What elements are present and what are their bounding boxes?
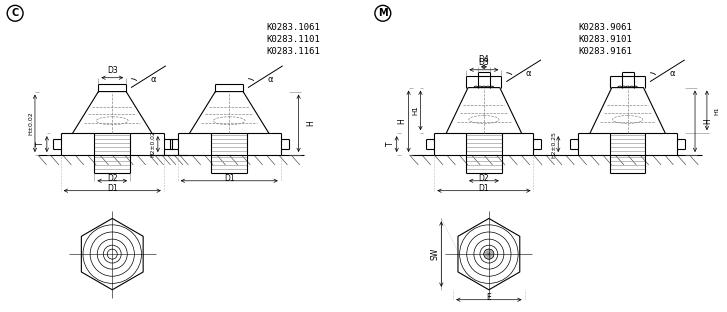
Text: K0283.9101: K0283.9101	[578, 35, 632, 44]
Text: K0283.9061: K0283.9061	[578, 23, 632, 32]
Text: D1: D1	[107, 184, 118, 193]
Text: C: C	[12, 8, 19, 18]
Text: T: T	[36, 142, 45, 146]
Text: H2±0.25: H2±0.25	[551, 131, 556, 158]
Text: K0283.1101: K0283.1101	[266, 35, 320, 44]
Text: D1: D1	[478, 184, 489, 193]
Text: K0283.9161: K0283.9161	[578, 47, 632, 56]
Text: D4: D4	[478, 55, 489, 64]
Text: α: α	[526, 69, 531, 78]
Text: α: α	[669, 69, 675, 78]
Text: E: E	[486, 293, 491, 302]
Circle shape	[484, 249, 494, 259]
Text: SW: SW	[430, 248, 439, 260]
Text: D1: D1	[224, 174, 235, 183]
Text: H2±0.02: H2±0.02	[151, 131, 156, 158]
Text: H1: H1	[715, 106, 720, 115]
Text: K0283.1161: K0283.1161	[266, 47, 320, 56]
Text: H1: H1	[412, 105, 419, 115]
Text: H: H	[703, 119, 712, 124]
Text: α: α	[267, 75, 273, 84]
Text: H: H	[398, 119, 406, 124]
Text: K0283.1061: K0283.1061	[266, 23, 320, 32]
Text: D3: D3	[478, 58, 489, 67]
Text: α: α	[150, 75, 156, 84]
Text: D3: D3	[107, 66, 118, 75]
Text: T: T	[386, 142, 395, 146]
Text: D2: D2	[107, 174, 118, 183]
Text: H: H	[307, 120, 316, 126]
Text: M: M	[378, 8, 387, 18]
Text: D2: D2	[478, 174, 489, 183]
Text: H±0.02: H±0.02	[28, 111, 33, 135]
